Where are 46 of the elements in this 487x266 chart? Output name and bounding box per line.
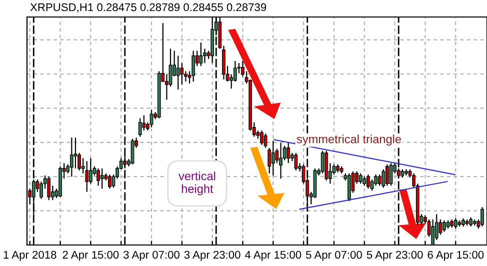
candlestick (96, 168, 100, 186)
candlestick (74, 137, 78, 169)
annotation: symmetrical triangle (296, 134, 401, 146)
x-tick-label: 5 Apr 23:00 (366, 250, 423, 261)
candlestick (442, 220, 446, 232)
candlestick (271, 140, 275, 176)
candlestick (192, 50, 196, 82)
candlestick (378, 174, 382, 186)
candlestick (260, 130, 264, 146)
candlestick (199, 42, 203, 67)
candlestick (142, 114, 146, 132)
candlestick (348, 172, 351, 202)
candlestick (454, 218, 458, 230)
candlestick (332, 164, 336, 176)
candlestick (88, 158, 92, 184)
candlestick (286, 142, 290, 164)
candlestick (279, 142, 282, 180)
candlestick (438, 218, 442, 236)
x-tick-label: 4 Apr 15:00 (244, 250, 302, 261)
candlestick (366, 174, 370, 190)
x-tick-label: 1 Apr 2018 (4, 250, 56, 261)
candlestick (100, 168, 104, 190)
candlestick (264, 132, 268, 148)
chart-title: XRPUSD,H1 0.28475 0.28789 0.28455 0.28739 (30, 3, 266, 12)
candlestick (70, 137, 74, 178)
candlestick (362, 176, 366, 186)
x-tick-label: 3 Apr 07:00 (124, 250, 180, 261)
candlestick (85, 160, 89, 192)
candlestick (469, 216, 473, 228)
candlestick (108, 174, 112, 190)
x-tick-label: 6 Apr 15:00 (428, 250, 484, 261)
annotation: vertical height (178, 172, 216, 196)
candlestick (180, 62, 184, 86)
x-tick-label: 5 Apr 07:00 (306, 250, 362, 261)
candlestick (386, 164, 389, 186)
candlestick (358, 172, 362, 184)
x-tick-label: 3 Apr 23:00 (184, 250, 240, 261)
candlestick (480, 206, 484, 228)
candlestick (138, 118, 142, 138)
candlestick (434, 214, 438, 241)
x-tick-label: 2 Apr 15:00 (62, 250, 119, 261)
candlestick (130, 138, 134, 165)
candlestick (382, 168, 386, 188)
candlestick (374, 174, 378, 186)
candlestick (47, 176, 51, 201)
candlestick (176, 55, 180, 90)
